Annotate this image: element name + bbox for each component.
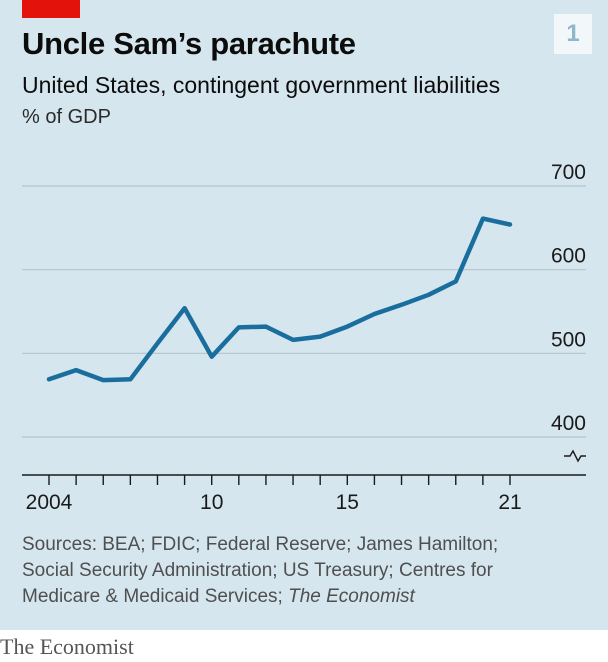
sources-line-1: Sources: BEA; FDIC; Federal Reserve; Jam… bbox=[22, 534, 499, 555]
axis-break-icon bbox=[564, 449, 586, 463]
y-tick-label-600: 600 bbox=[551, 245, 586, 268]
chart-subtitle: United States, contingent government lia… bbox=[22, 72, 501, 98]
chart-number-badge: 1 bbox=[554, 14, 592, 54]
brand-red-tag bbox=[22, 0, 80, 18]
series-layer bbox=[46, 216, 513, 383]
y-axis-unit-label: % of GDP bbox=[22, 106, 111, 128]
y-tick-label-400: 400 bbox=[551, 412, 586, 435]
series-line-0 bbox=[46, 216, 513, 383]
y-tick-labels: 400 500 600 700 bbox=[551, 161, 586, 463]
x-tick-label-2004: 2004 bbox=[26, 491, 73, 514]
x-tick-label-2021: 21 bbox=[498, 491, 521, 514]
sources-publication: The Economist bbox=[288, 586, 415, 607]
sources-line-3-text: Medicare & Medicaid Services; bbox=[22, 586, 289, 607]
y-tick-label-700: 700 bbox=[551, 161, 586, 184]
chart-panel bbox=[0, 0, 608, 630]
x-tick-label-2015: 15 bbox=[336, 491, 359, 514]
sources-note: Sources: BEA; FDIC; Federal Reserve; Jam… bbox=[22, 532, 592, 610]
chart-title: Uncle Sam’s parachute bbox=[22, 26, 356, 61]
x-tick-label-2010: 10 bbox=[200, 491, 223, 514]
y-tick-label-500: 500 bbox=[551, 328, 586, 351]
x-axis: 2004 10 15 21 bbox=[22, 474, 586, 514]
line-chart: 400 500 600 700 2004 10 15 21 bbox=[22, 161, 586, 514]
publication-logo: The Economist bbox=[0, 634, 134, 659]
sources-line-2: Social Security Administration; US Treas… bbox=[22, 560, 493, 581]
sources-line-3: Medicare & Medicaid Services; The Econom… bbox=[22, 584, 592, 610]
gridlines bbox=[22, 185, 586, 438]
